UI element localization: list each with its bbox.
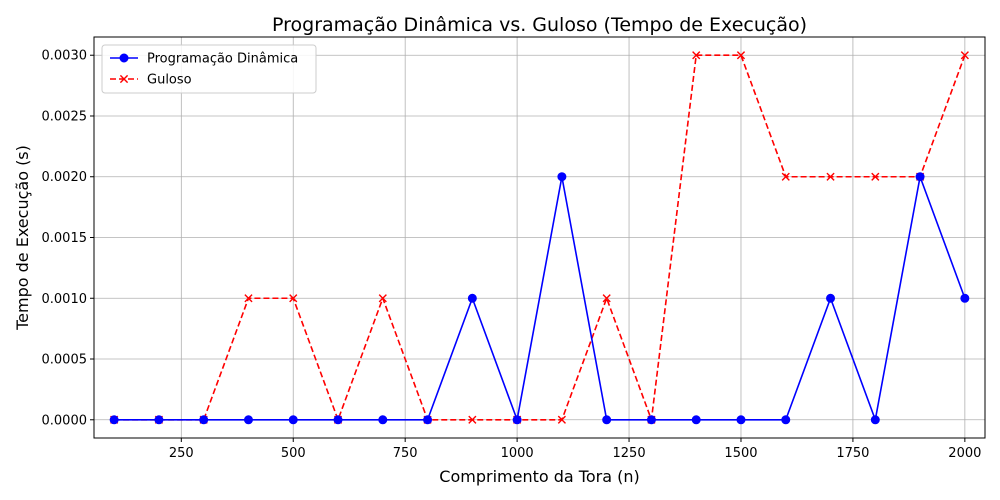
series-line xyxy=(114,175,966,421)
x-tick-label: 750 xyxy=(393,446,418,461)
data-point xyxy=(826,172,835,181)
x-tick-label: 500 xyxy=(281,446,306,461)
data-point xyxy=(119,74,129,84)
series-line xyxy=(114,54,966,421)
data-point xyxy=(781,415,791,425)
y-tick-label: 0.0030 xyxy=(42,49,88,64)
data-point xyxy=(692,51,701,60)
x-tick-label: 2000 xyxy=(948,446,981,461)
x-tick-label: 1000 xyxy=(501,446,534,461)
marker-stroke xyxy=(468,415,477,424)
data-point xyxy=(602,415,612,425)
data-point xyxy=(691,415,701,425)
data-point xyxy=(333,415,343,425)
ticks: 250 500 750 1000 1250 1500 1750 2000 0.0000 0.000… xyxy=(42,49,982,461)
data-point xyxy=(871,172,880,181)
marker-stroke xyxy=(960,51,969,60)
data-point xyxy=(826,293,836,303)
y-tick-label: 0.0025 xyxy=(42,109,88,124)
y-tick-label: 0.0015 xyxy=(42,231,88,246)
marker-stroke xyxy=(826,172,835,181)
data-point xyxy=(199,415,209,425)
data-point xyxy=(378,294,387,303)
chart-title: Programação Dinâmica vs. Guloso (Tempo d… xyxy=(272,14,807,36)
data-point xyxy=(109,415,119,425)
data-point xyxy=(870,415,880,425)
x-tick-label: 1750 xyxy=(836,446,869,461)
data-point xyxy=(288,415,298,425)
marker-stroke xyxy=(119,74,129,84)
x-tick-label: 1250 xyxy=(613,446,646,461)
y-axis-label: Tempo de Execução (s) xyxy=(13,145,32,331)
data-point xyxy=(960,293,970,303)
x-tick-label: 250 xyxy=(169,446,194,461)
marker-stroke xyxy=(736,51,746,60)
data-point xyxy=(243,415,253,425)
data-point xyxy=(423,415,433,425)
series-layer xyxy=(109,51,970,425)
marker-stroke xyxy=(692,51,701,60)
data-point xyxy=(468,415,477,424)
data-point xyxy=(378,415,388,425)
x-tick-label: 1500 xyxy=(724,446,757,461)
marker-stroke xyxy=(871,172,880,181)
y-tick-label: 0.0010 xyxy=(42,292,88,307)
x-axis-label: Comprimento da Tora (n) xyxy=(439,467,639,486)
data-point xyxy=(557,172,567,182)
data-point xyxy=(960,51,969,60)
marker-stroke xyxy=(289,294,298,303)
marker-stroke xyxy=(378,294,387,303)
data-point xyxy=(557,415,566,424)
marker-stroke xyxy=(781,172,790,181)
data-point xyxy=(915,172,925,182)
y-tick-label: 0.0020 xyxy=(42,170,88,185)
legend-label: Guloso xyxy=(147,73,192,88)
data-point xyxy=(467,293,477,303)
y-tick-label: 0.0005 xyxy=(42,353,88,368)
marker-stroke xyxy=(557,415,566,424)
data-point xyxy=(646,415,656,425)
legend-label: Programação Dinâmica xyxy=(147,52,298,67)
marker-stroke xyxy=(602,294,611,303)
data-point xyxy=(119,53,129,63)
data-point xyxy=(781,172,790,181)
data-point xyxy=(154,415,164,425)
y-tick-label: 0.0000 xyxy=(42,413,88,428)
data-point xyxy=(602,294,611,303)
legend: Programação Dinâmica Guloso xyxy=(101,44,317,94)
marker-stroke xyxy=(244,294,253,303)
data-point xyxy=(512,415,522,425)
data-point xyxy=(736,415,746,425)
data-point xyxy=(736,51,746,60)
data-point xyxy=(289,294,298,303)
data-point xyxy=(244,294,253,303)
legend-box xyxy=(101,44,317,94)
